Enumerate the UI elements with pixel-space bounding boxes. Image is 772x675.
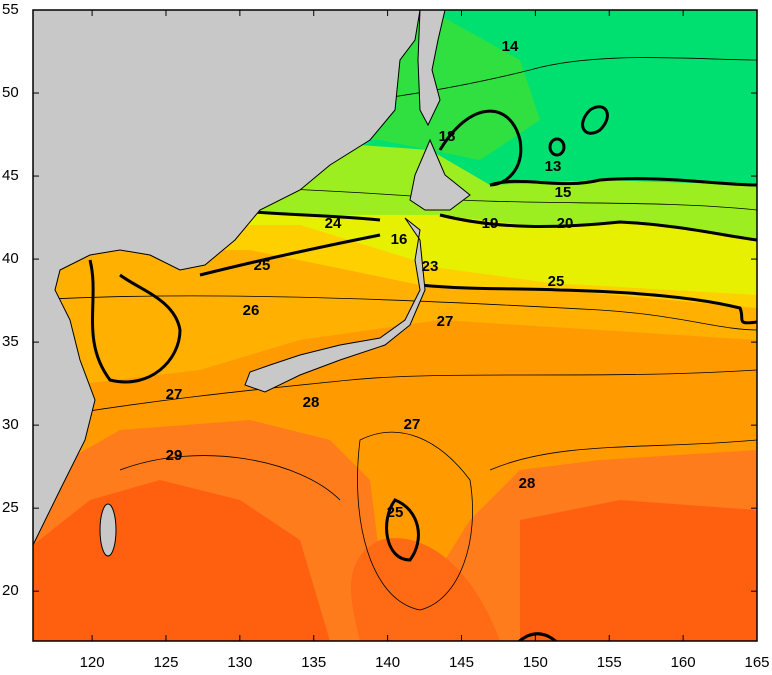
contour-13 xyxy=(548,137,566,157)
contour-label: 27 xyxy=(166,386,183,403)
contour-label: 15 xyxy=(555,184,572,201)
x-tick-label: 150 xyxy=(523,654,548,671)
contour-28 xyxy=(119,455,341,501)
contour-label: 28 xyxy=(303,394,320,411)
y-tick-label: 30 xyxy=(2,416,19,433)
contour-25 xyxy=(419,283,757,325)
y-tick-label: 20 xyxy=(2,582,19,599)
plot-frame xyxy=(32,9,758,642)
x-tick-label: 135 xyxy=(301,654,326,671)
contour-label: 25 xyxy=(254,257,271,274)
land-asia xyxy=(33,10,421,546)
contour-15 xyxy=(489,177,757,187)
contour-label: 18 xyxy=(439,128,456,145)
land-japan xyxy=(244,217,426,393)
contour-label: 27 xyxy=(437,313,454,330)
land-sakhalin xyxy=(417,10,446,127)
contour-label: 20 xyxy=(557,215,574,232)
contour-label: 26 xyxy=(243,302,260,319)
contour-27 xyxy=(33,369,757,421)
x-tick-label: 160 xyxy=(671,654,696,671)
contour-25 xyxy=(199,233,381,277)
y-tick-label: 55 xyxy=(2,1,19,18)
sst-field xyxy=(33,10,757,641)
land-hokkaido xyxy=(409,138,471,211)
contour-label: 29 xyxy=(166,447,183,464)
contour-27 xyxy=(357,431,473,611)
land-taiwan xyxy=(99,503,117,557)
contour-25 xyxy=(385,498,420,562)
contour-label: 24 xyxy=(325,215,342,232)
contour-label: 25 xyxy=(387,504,404,521)
y-tick-label: 45 xyxy=(2,167,19,184)
x-tick-label: 130 xyxy=(227,654,252,671)
y-tick-label: 25 xyxy=(2,499,19,516)
contour-label: 16 xyxy=(391,231,408,248)
y-tick-label: 50 xyxy=(2,84,19,101)
contour-26 xyxy=(33,295,757,331)
contour-13 xyxy=(581,105,609,135)
x-tick-label: 145 xyxy=(449,654,474,671)
contour-28 xyxy=(489,439,757,471)
contour-25 xyxy=(88,259,182,384)
contour-label: 19 xyxy=(482,215,499,232)
contour-label: 13 xyxy=(545,158,562,175)
x-tick-label: 125 xyxy=(153,654,178,671)
x-tick-label: 155 xyxy=(597,654,622,671)
contour-label: 23 xyxy=(422,258,439,275)
x-tick-label: 120 xyxy=(80,654,105,671)
y-tick-label: 40 xyxy=(2,250,19,267)
contour-label: 27 xyxy=(404,416,421,433)
contour-label: 14 xyxy=(502,38,519,55)
contour-29 xyxy=(517,632,558,641)
band-29 xyxy=(520,500,757,641)
contour-label: 28 xyxy=(519,475,536,492)
x-tick-label: 165 xyxy=(744,654,769,671)
y-tick-label: 35 xyxy=(2,333,19,350)
contour-label: 25 xyxy=(548,273,565,290)
x-tick-label: 140 xyxy=(375,654,400,671)
contour-15 xyxy=(438,109,523,187)
contour-20 xyxy=(439,213,757,242)
band-28 xyxy=(351,538,500,641)
